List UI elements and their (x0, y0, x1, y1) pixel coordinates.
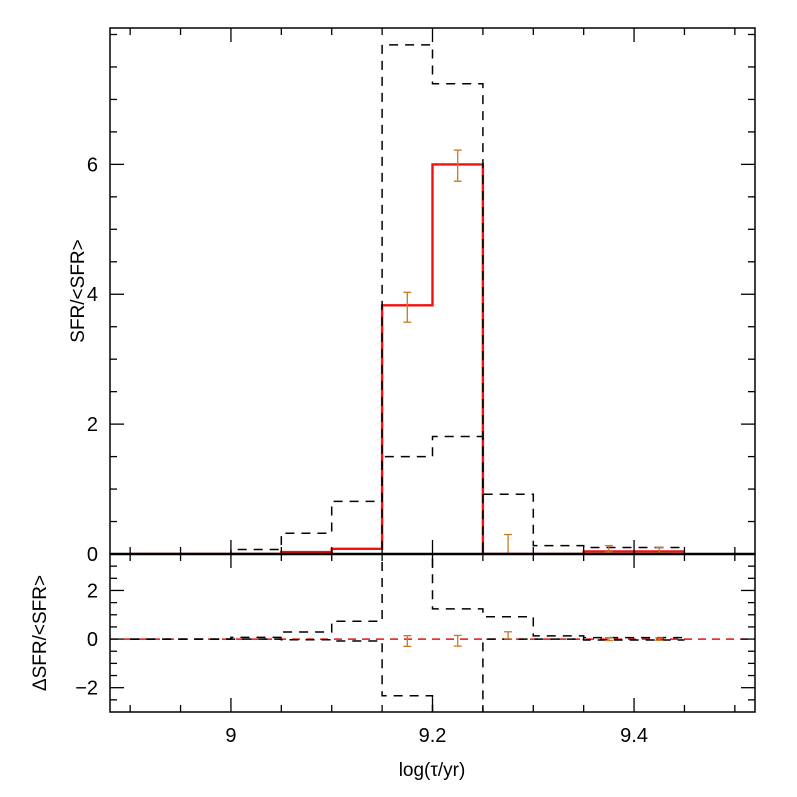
x-axis-label: log(τ/yr) (399, 760, 466, 781)
top-y-tick-label: 0 (87, 544, 98, 566)
top-data-point (403, 291, 412, 323)
bottom-panel-ticks: −2 0 2 (75, 565, 755, 701)
bottom-y-tick-label: −2 (75, 678, 98, 700)
top-series-upper-bound (130, 44, 685, 554)
top-data-point (604, 544, 613, 553)
top-y-tick-label: 4 (87, 284, 98, 306)
x-tick-label: 9.4 (620, 725, 648, 747)
bottom-data-point (655, 637, 664, 641)
x-tick-label: 9.2 (419, 725, 447, 747)
bottom-data-point (604, 636, 613, 642)
bottom-data-point (453, 634, 462, 647)
bottom-y-axis-label: ΔSFR/<SFR> (30, 575, 51, 691)
top-data-point (655, 546, 664, 554)
bottom-y-tick-label: 2 (87, 580, 98, 602)
top-data-point (453, 149, 462, 182)
top-y-tick-label: 6 (87, 154, 98, 176)
bottom-y-tick-label: 0 (87, 629, 98, 651)
bottom-data-point (504, 631, 513, 640)
top-panel-ticks: 0 2 4 6 (87, 33, 755, 566)
bottom-series-lower-residual (130, 638, 685, 712)
top-data-point (504, 533, 513, 554)
bottom-panel-data (110, 554, 755, 712)
top-y-axis-label: SFR/<SFR> (68, 239, 89, 342)
top-y-tick-label: 2 (87, 414, 98, 436)
x-tick-label: 9 (225, 725, 236, 747)
bottom-data-point (403, 635, 412, 648)
